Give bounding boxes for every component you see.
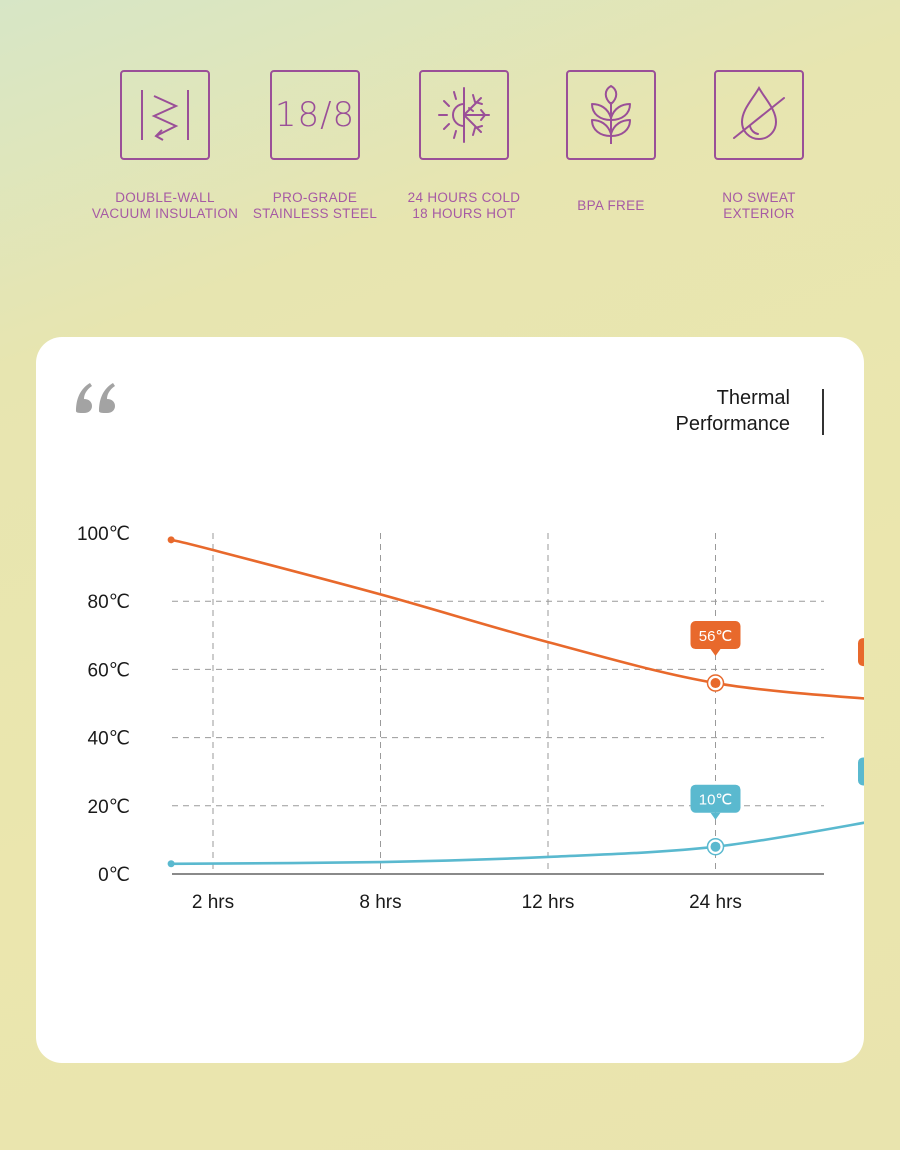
data-label: 56℃ bbox=[699, 628, 733, 645]
y-tick-label: 0℃ bbox=[98, 865, 130, 886]
series-line bbox=[171, 821, 864, 866]
x-tick-label: 24 hrs bbox=[689, 892, 742, 913]
chart-card: Thermal Performance 0℃ 20℃ 40℃ 60℃ 80℃ 100℃ 2 … bbox=[36, 337, 864, 1063]
feature-vacuum-insulation: DOUBLE-WALL VACUUM INSULATION bbox=[90, 70, 240, 222]
feature-label-line1: BPA FREE bbox=[577, 198, 645, 213]
data-label-pointer bbox=[710, 649, 721, 657]
data-label-bubble bbox=[858, 638, 864, 667]
feature-hot-cold: 24 HOURS COLD 18 HOURS HOT bbox=[389, 70, 539, 222]
feature-label-line1: NO SWEAT bbox=[722, 190, 796, 205]
series-line bbox=[170, 538, 864, 700]
feature-label-line2: VACUUM INSULATION bbox=[91, 206, 239, 221]
data-label-bubble bbox=[690, 784, 741, 813]
no-sweat-drop-icon bbox=[714, 70, 804, 160]
chart-title-line1: Thermal bbox=[716, 387, 790, 409]
quote-icon bbox=[76, 383, 115, 413]
feature-label-line1: DOUBLE-WALL bbox=[115, 190, 215, 205]
feature-label-line1: PRO-GRADE bbox=[272, 190, 358, 205]
x-tick-label: 12 hrs bbox=[522, 892, 575, 913]
x-tick-label: 8 hrs bbox=[359, 892, 401, 913]
feature-no-sweat: NO SWEAT EXTERIOR bbox=[684, 70, 834, 222]
feature-stainless-steel: 18/8 PRO-GRADE STAINLESS STEEL bbox=[240, 70, 390, 222]
thermal-chart: 0℃ 20℃ 40℃ 60℃ 80℃ 100℃ 2 hrs 8 hrs 12 hrs 24 hrs… bbox=[77, 524, 864, 913]
features-row: DOUBLE-WALL VACUUM INSULATION 18/8 PRO-G… bbox=[0, 0, 900, 260]
feature-label-line1: 24 HOURS COLD bbox=[407, 190, 521, 205]
vacuum-insulation-icon bbox=[120, 70, 210, 160]
steel-grade-icon: 18/8 bbox=[270, 70, 360, 160]
data-label: 10℃ bbox=[699, 792, 733, 809]
feature-label-line2: EXTERIOR bbox=[723, 206, 795, 221]
feature-bpa-free: BPA FREE bbox=[536, 70, 686, 214]
steel-grade-text: 18/8 bbox=[274, 95, 356, 135]
y-tick-label: 20℃ bbox=[88, 797, 130, 818]
feature-label-line2: STAINLESS STEEL bbox=[252, 206, 378, 221]
y-tick-label: 100℃ bbox=[77, 524, 130, 545]
hot-cold-icon bbox=[419, 70, 509, 160]
chart-title-line2: Performance bbox=[675, 413, 791, 435]
x-tick-label: 2 hrs bbox=[192, 892, 234, 913]
feature-label-line2: 18 HOURS HOT bbox=[412, 206, 516, 221]
series-start-point bbox=[167, 860, 175, 868]
leaf-icon bbox=[566, 70, 656, 160]
y-tick-label: 80℃ bbox=[88, 592, 130, 613]
y-tick-label: 40℃ bbox=[88, 729, 130, 750]
chart-title: Thermal Performance bbox=[676, 385, 807, 437]
data-label-bubble bbox=[690, 621, 741, 650]
data-label-pointer bbox=[710, 812, 721, 820]
y-tick-label: 60℃ bbox=[88, 660, 130, 681]
data-point bbox=[710, 841, 721, 852]
data-point bbox=[710, 678, 721, 689]
series-start-point bbox=[167, 536, 175, 544]
data-label-bubble bbox=[858, 757, 864, 786]
title-divider bbox=[822, 389, 824, 435]
